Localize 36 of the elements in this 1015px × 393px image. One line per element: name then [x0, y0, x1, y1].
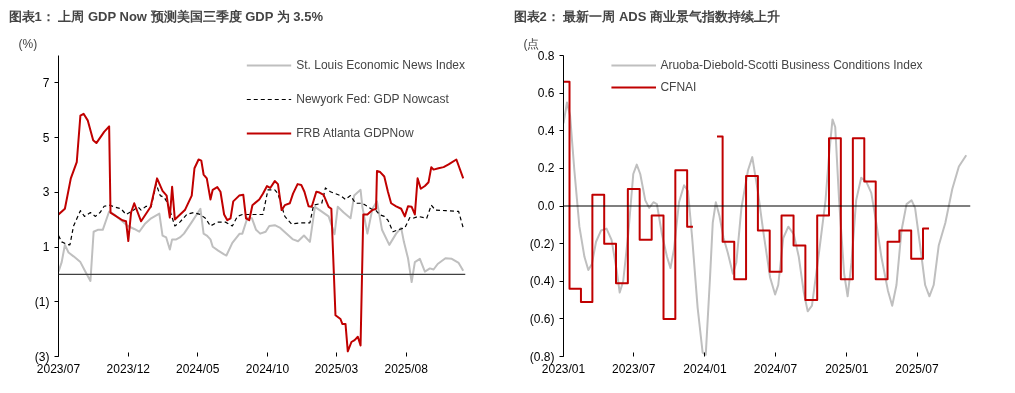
- y-tick-label: 1: [42, 240, 50, 255]
- y-tick-label: 0.2: [537, 161, 555, 176]
- x-tick-label: 2024/07: [753, 361, 798, 376]
- legend-label: St. Louis Economic News Index: [296, 58, 465, 72]
- y-tick-label: 5: [42, 130, 50, 145]
- legend-label: Newyork Fed: GDP Nowcast: [296, 92, 449, 106]
- y-tick-label: (0.2): [529, 236, 555, 251]
- chart-title: 图表2： 最新一周 ADS 商业景气指数持续上升: [513, 8, 781, 24]
- chart-title: 图表1： 上周 GDP Now 预测美国三季度 GDP 为 3.5%: [8, 8, 324, 24]
- x-tick-label: 2024/01: [683, 361, 727, 376]
- x-tick-label: 2023/07: [36, 361, 81, 376]
- x-tick-label: 2023/12: [106, 361, 151, 376]
- legend-label: CFNAI: [660, 80, 697, 94]
- y-axis-title: (点: [523, 36, 540, 51]
- y-tick-label: 0.8: [537, 48, 555, 63]
- y-tick-label: (0.8): [529, 349, 555, 364]
- x-tick-label: 2024/05: [175, 361, 220, 376]
- y-tick-label: 0.4: [537, 123, 555, 138]
- legend-label: FRB Atlanta GDPNow: [296, 126, 414, 140]
- x-tick-label: 2024/10: [245, 361, 290, 376]
- y-tick-label: 7: [42, 75, 50, 90]
- x-tick-label: 2025/03: [314, 361, 359, 376]
- x-tick-label: 2025/07: [895, 361, 940, 376]
- y-tick-label: 0.6: [537, 86, 555, 101]
- legend-label: Aruoba-Diebold-Scotti Business Conditions Index: [660, 58, 923, 72]
- y-tick-label: (3): [34, 349, 50, 364]
- y-axis-title: (%): [18, 36, 38, 51]
- x-tick-label: 2023/07: [611, 361, 656, 376]
- x-tick-label: 2025/01: [825, 361, 869, 376]
- x-tick-label: 2025/08: [384, 361, 429, 376]
- x-tick-label: 2023/01: [541, 361, 586, 376]
- y-tick-label: 0.0: [537, 199, 555, 213]
- y-tick-label: (0.4): [529, 274, 555, 289]
- y-tick-label: (0.6): [529, 311, 555, 326]
- y-tick-label: (1): [34, 294, 50, 309]
- y-tick-label: 3: [42, 185, 50, 200]
